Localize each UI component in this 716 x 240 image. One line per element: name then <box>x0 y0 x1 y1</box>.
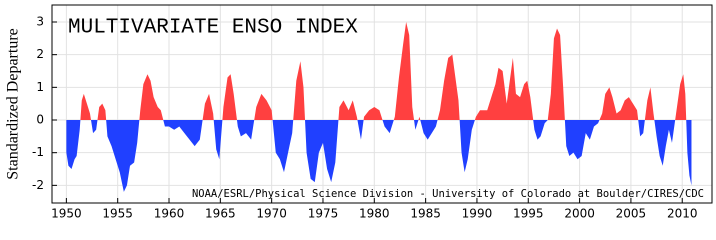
x-tick-label: 1975 <box>308 207 339 221</box>
x-tick-label: 1970 <box>256 207 287 221</box>
x-tick-label: 2005 <box>616 207 647 221</box>
x-tick-label: 1960 <box>154 207 185 221</box>
y-tick-label: 0 <box>36 113 44 127</box>
x-tick-label: 1980 <box>359 207 390 221</box>
x-tick-label: 1985 <box>410 207 441 221</box>
y-tick-label: 2 <box>36 47 44 61</box>
y-tick-label: 1 <box>36 80 44 94</box>
x-tick-label: 1955 <box>102 207 133 221</box>
chart-title: MULTIVARIATE ENSO INDEX <box>68 17 358 40</box>
x-tick-label: 2010 <box>667 207 698 221</box>
x-tick-label: 1995 <box>513 207 544 221</box>
x-tick-label: 1965 <box>205 207 236 221</box>
y-tick-label: -1 <box>32 145 44 159</box>
credit-annotation: NOAA/ESRL/Physical Science Division - Un… <box>192 188 704 200</box>
y-tick-label: -2 <box>32 178 44 192</box>
x-tick-label: 2000 <box>564 207 595 221</box>
x-tick-label: 1990 <box>462 207 493 221</box>
x-tick-label: 1950 <box>51 207 82 221</box>
chart: MULTIVARIATE ENSO INDEX NOAA/ESRL/Physic… <box>4 4 713 221</box>
plot-frame <box>51 4 713 204</box>
y-axis-label: Standardized Departure <box>5 28 22 179</box>
y-tick-label: 3 <box>36 14 44 28</box>
